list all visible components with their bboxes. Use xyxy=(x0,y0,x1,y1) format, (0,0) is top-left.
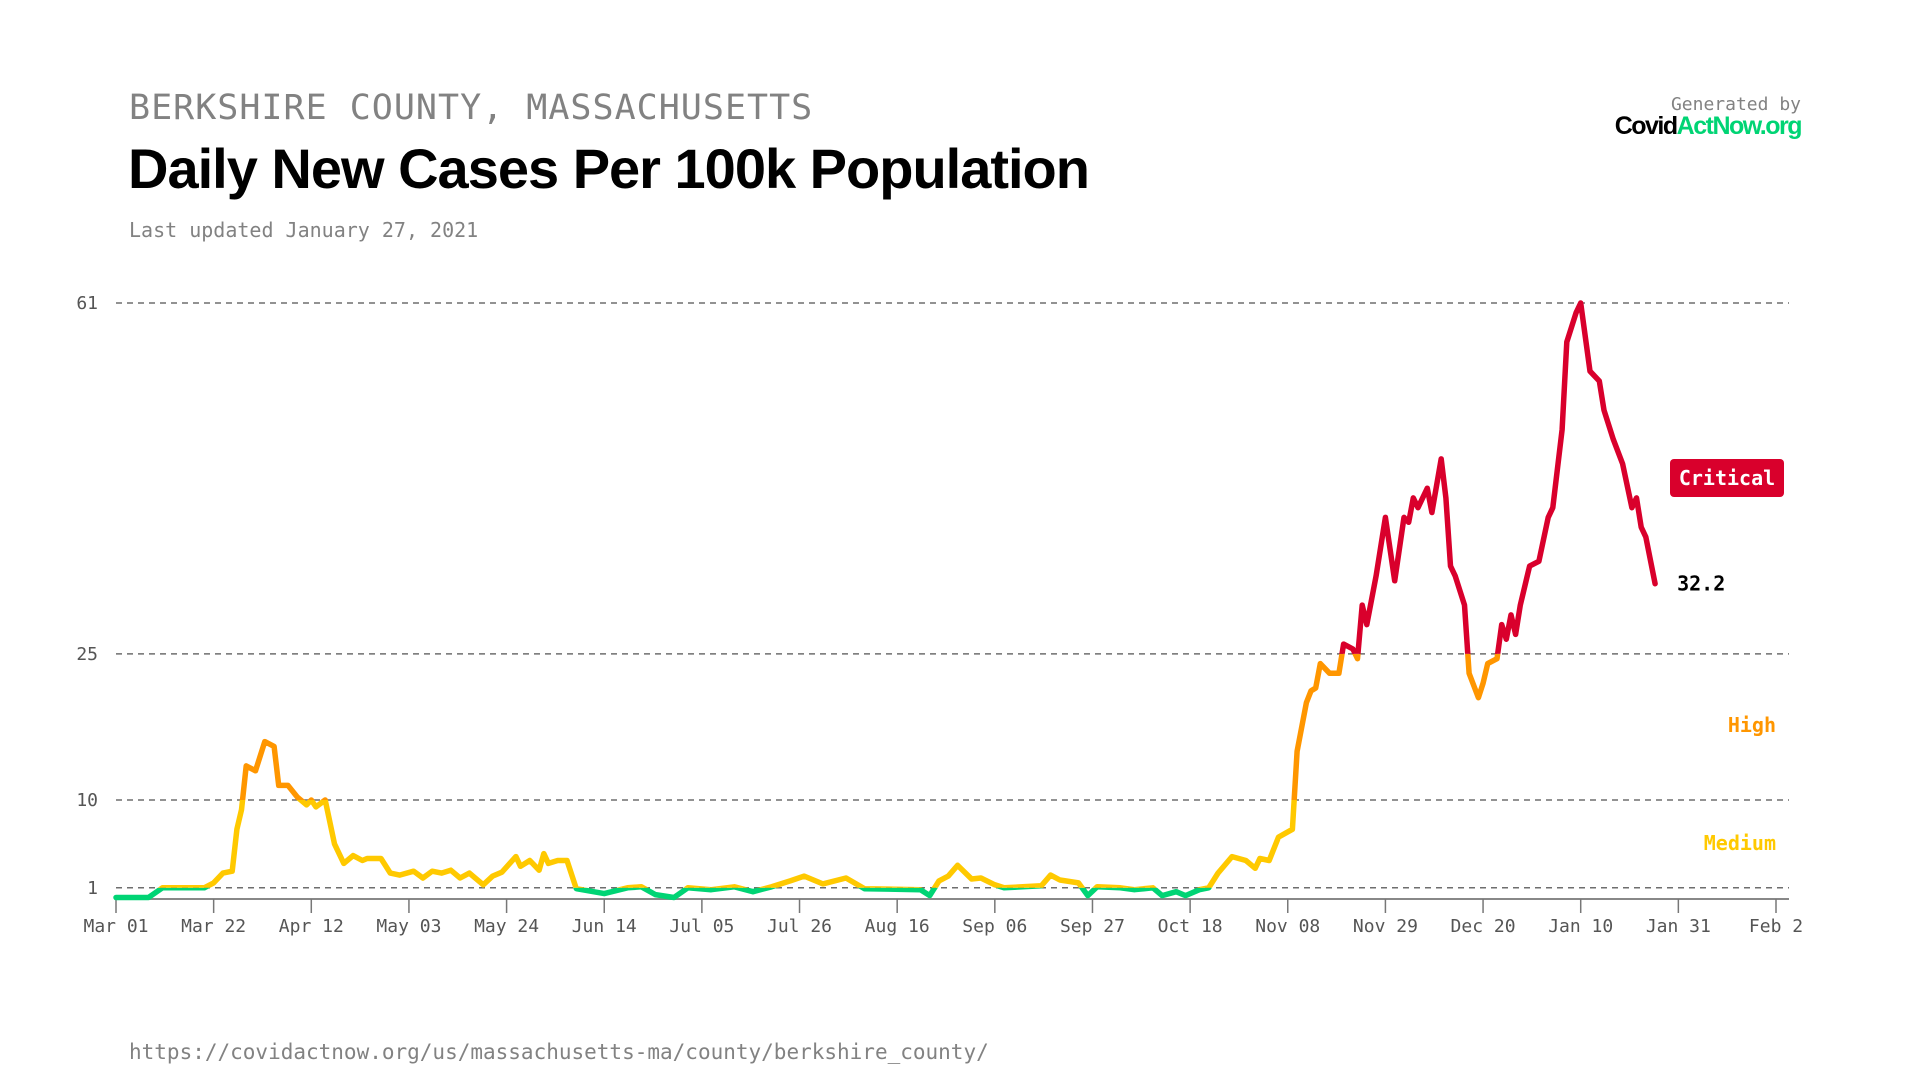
x-tick-label: Mar 01 xyxy=(83,916,148,937)
y-tick-label: 1 xyxy=(87,878,98,899)
last-updated: Last updated January 27, 2021 xyxy=(129,218,479,242)
x-tick-label: Jan 10 xyxy=(1548,916,1613,937)
x-tick-label: Nov 29 xyxy=(1353,916,1418,937)
chart-title: Daily New Cases Per 100k Population xyxy=(128,137,1090,200)
generated-by-label: Generated by xyxy=(1670,94,1801,115)
region-subtitle: BERKSHIRE COUNTY, MASSACHUSETTS xyxy=(129,88,814,128)
series-line-medium xyxy=(157,800,1297,888)
x-tick-label: Jul 26 xyxy=(767,916,832,937)
x-tick-label: Jan 31 xyxy=(1646,916,1711,937)
x-tick-label: Sep 06 xyxy=(962,916,1027,937)
x-tick-label: Dec 20 xyxy=(1451,916,1516,937)
medium-label: Medium xyxy=(1704,831,1776,855)
y-tick-label: 25 xyxy=(76,644,98,665)
series-line-low xyxy=(113,887,1212,901)
high-label: High xyxy=(1728,713,1776,737)
series-line-critical xyxy=(1339,300,1658,654)
x-tick-label: Sep 27 xyxy=(1060,916,1125,937)
x-tick-label: Nov 08 xyxy=(1255,916,1320,937)
y-tick-label: 61 xyxy=(76,293,98,314)
critical-badge xyxy=(1670,459,1784,497)
covidactnow-logo[interactable]: CovidActNow.org xyxy=(1614,112,1803,141)
x-tick-label: Aug 16 xyxy=(865,916,930,937)
x-tick-label: Oct 18 xyxy=(1158,916,1223,937)
logo-part-actnow: ActNow.org xyxy=(1676,112,1803,140)
x-tick-label: Mar 22 xyxy=(181,916,246,937)
x-tick-label: Jul 05 xyxy=(669,916,734,937)
x-tick-label: Jun 14 xyxy=(572,916,637,937)
series-line-high xyxy=(239,653,1501,801)
logo-part-covid: Covid xyxy=(1614,112,1678,140)
last-value-label: 32.2 xyxy=(1677,572,1725,596)
y-tick-label: 10 xyxy=(76,790,98,811)
x-tick-label: May 03 xyxy=(376,916,441,937)
x-tick-label: Apr 12 xyxy=(279,916,344,937)
x-tick-label: Feb 2 xyxy=(1749,916,1803,937)
source-url[interactable]: https://covidactnow.org/us/massachusetts… xyxy=(129,1040,989,1064)
x-tick-label: May 24 xyxy=(474,916,539,937)
critical-label: Critical xyxy=(1679,466,1775,490)
